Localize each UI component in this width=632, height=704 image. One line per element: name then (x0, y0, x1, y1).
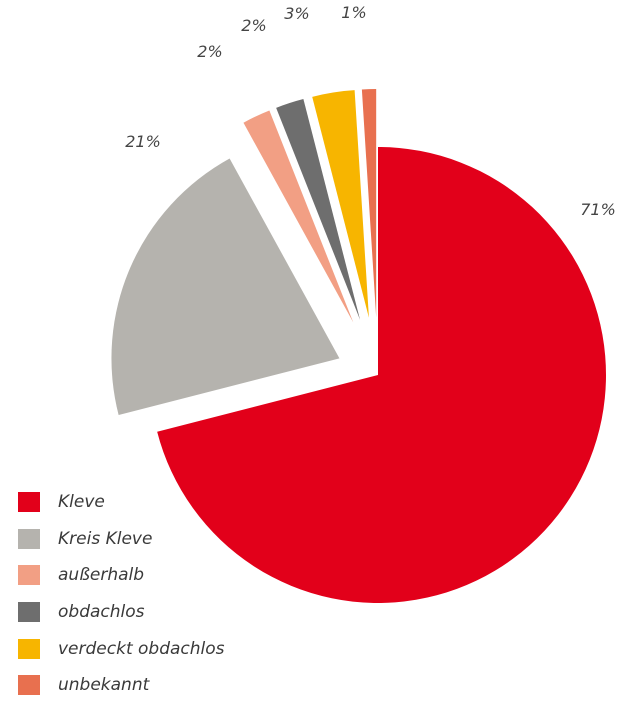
data-label-unbekannt: 1% (341, 3, 366, 22)
data-label-kleve: 71% (580, 200, 616, 219)
legend-swatch-kleve (18, 492, 40, 513)
pie-data-labels: 71% 21% 2% 2% 3% 1% (125, 3, 616, 219)
legend-label-ausserhalb: außerhalb (58, 565, 145, 586)
pie-slice-kreis-kleve (111, 158, 340, 416)
pie-slice-unbekannt (361, 89, 377, 318)
data-label-kreis-kleve: 21% (125, 132, 161, 151)
legend-swatch-ausserhalb (18, 565, 40, 586)
legend-item-kreis-kleve: Kreis Kleve (18, 521, 225, 558)
data-label-verdeckt-obdachlos: 3% (284, 4, 309, 23)
data-label-obdachlos: 2% (241, 16, 266, 35)
legend-label-kleve: Kleve (58, 492, 105, 513)
legend-swatch-kreis-kleve (18, 528, 40, 549)
legend-label-kreis-kleve: Kreis Kleve (58, 528, 153, 549)
pie-slice-verdeckt-obdachlos (312, 90, 369, 318)
legend-item-unbekannt: unbekannt (18, 667, 225, 704)
legend-label-verdeckt-obdachlos: verdeckt obdachlos (58, 638, 225, 659)
legend-item-kleve: Kleve (18, 484, 225, 521)
legend-swatch-unbekannt (18, 675, 40, 696)
data-label-ausserhalb: 2% (197, 42, 222, 61)
legend-item-verdeckt-obdachlos: verdeckt obdachlos (18, 630, 225, 667)
pie-slices (111, 89, 606, 604)
legend-item-obdachlos: obdachlos (18, 594, 225, 631)
legend-label-unbekannt: unbekannt (58, 675, 150, 696)
legend: Kleve Kreis Kleve außerhalb obdachlos verdec… (18, 484, 225, 704)
pie-slice-ausserhalb (243, 110, 354, 323)
legend-label-obdachlos: obdachlos (58, 602, 145, 623)
legend-item-ausserhalb: außerhalb (18, 557, 225, 594)
legend-swatch-obdachlos (18, 602, 40, 623)
pie-slice-obdachlos (276, 99, 361, 320)
legend-swatch-verdeckt-obdachlos (18, 638, 40, 659)
pie-slice-kleve (157, 147, 606, 604)
